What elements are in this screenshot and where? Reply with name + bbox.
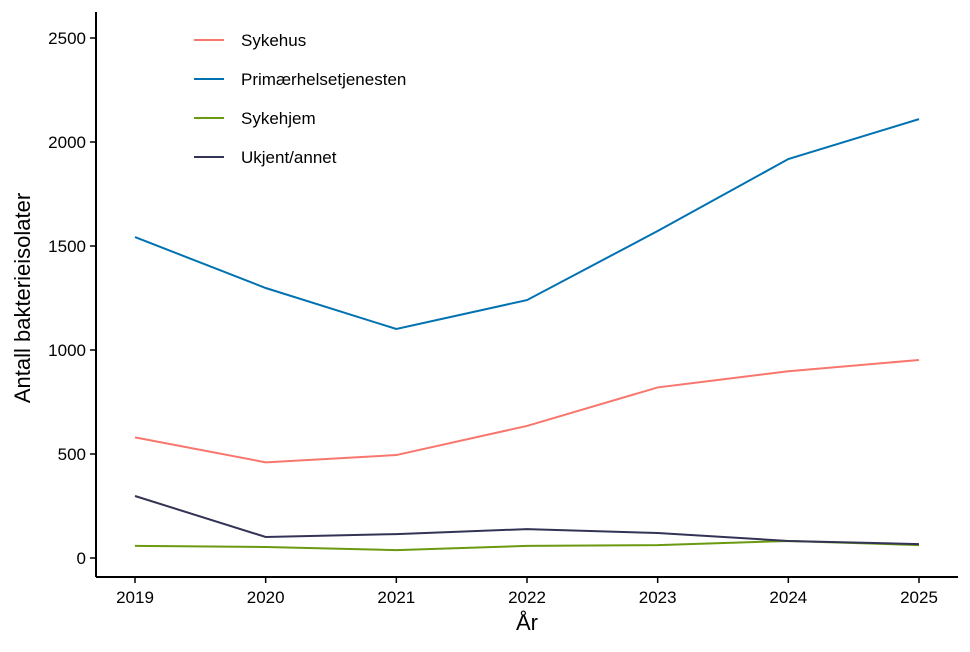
x-axis-label: År xyxy=(516,610,538,635)
y-axis-label: Antall bakterieisolater xyxy=(10,193,35,403)
series-line-sykehjem xyxy=(135,541,919,550)
series-line-sykehus xyxy=(135,360,919,462)
x-tick-label: 2021 xyxy=(377,588,415,607)
y-tick-label: 0 xyxy=(77,549,86,568)
x-tick-label: 2024 xyxy=(769,588,807,607)
y-tick-label: 1500 xyxy=(48,237,86,256)
x-tick-label: 2020 xyxy=(247,588,285,607)
x-tick-label: 2025 xyxy=(900,588,938,607)
x-tick-label: 2022 xyxy=(508,588,546,607)
y-tick-label: 2000 xyxy=(48,133,86,152)
legend-label: Sykehus xyxy=(241,31,306,50)
legend-label: Sykehjem xyxy=(241,109,316,128)
series-line-ukjent-annet xyxy=(135,496,919,544)
x-tick-label: 2023 xyxy=(639,588,677,607)
x-tick-label: 2019 xyxy=(116,588,154,607)
y-tick-label: 1000 xyxy=(48,341,86,360)
y-tick-label: 500 xyxy=(58,445,86,464)
legend-label: Primærhelsetjenesten xyxy=(241,70,406,89)
legend-label: Ukjent/annet xyxy=(241,148,337,167)
y-tick-label: 2500 xyxy=(48,29,86,48)
